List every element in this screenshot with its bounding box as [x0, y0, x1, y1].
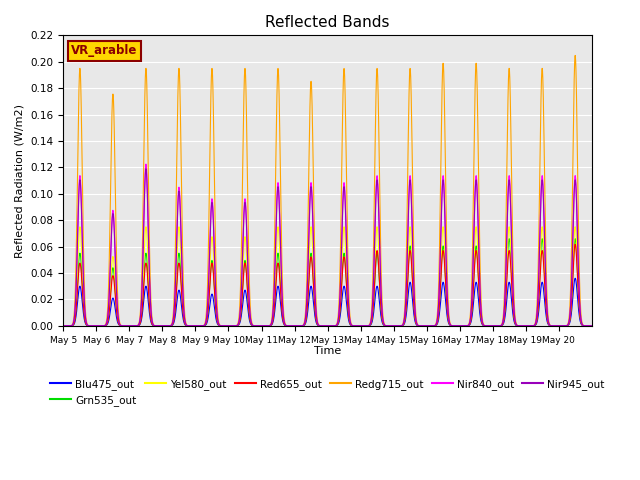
- Yel580_out: [476, 287, 483, 292]
- Blu475_out: [442, 298, 449, 304]
- Nir945_out: [476, 269, 483, 275]
- Red655_out: [168, 323, 175, 328]
- Nir945_out: [396, 323, 403, 329]
- Blu475_out: [476, 305, 483, 311]
- Nir945_out: [582, 323, 589, 329]
- Yel580_out: [508, 254, 515, 260]
- Yel580_out: [396, 323, 403, 329]
- Nir840_out: [142, 161, 150, 167]
- Blu475_out: [60, 323, 67, 329]
- Nir945_out: [168, 322, 175, 328]
- Line: Blu475_out: Blu475_out: [63, 278, 592, 326]
- Yel580_out: [168, 322, 175, 328]
- Line: Red655_out: Red655_out: [63, 244, 592, 326]
- Nir840_out: [476, 268, 483, 274]
- Grn535_out: [476, 290, 483, 296]
- Line: Nir945_out: Nir945_out: [63, 168, 592, 326]
- Yel580_out: [588, 323, 596, 329]
- Blu475_out: [582, 323, 589, 329]
- Redg715_out: [476, 216, 483, 222]
- Blu475_out: [572, 276, 579, 281]
- Yel580_out: [582, 323, 589, 329]
- Red655_out: [442, 280, 449, 286]
- Grn535_out: [60, 323, 67, 329]
- Red655_out: [507, 267, 515, 273]
- Blu475_out: [507, 291, 515, 297]
- Blu475_out: [395, 323, 403, 329]
- Nir945_out: [588, 323, 596, 329]
- Text: VR_arable: VR_arable: [71, 44, 138, 57]
- Nir840_out: [60, 323, 67, 329]
- Grn535_out: [395, 323, 403, 329]
- Nir840_out: [508, 218, 515, 224]
- Legend: Blu475_out, Grn535_out, Yel580_out, Red655_out, Redg715_out, Nir840_out, Nir945_: Blu475_out, Grn535_out, Yel580_out, Red6…: [46, 374, 609, 410]
- Redg715_out: [572, 53, 579, 59]
- Y-axis label: Reflected Radiation (W/m2): Reflected Radiation (W/m2): [15, 104, 25, 258]
- Grn535_out: [582, 323, 589, 329]
- Nir840_out: [582, 323, 589, 329]
- Nir945_out: [60, 323, 67, 329]
- Red655_out: [60, 323, 67, 329]
- Line: Redg715_out: Redg715_out: [63, 56, 592, 326]
- Line: Nir840_out: Nir840_out: [63, 164, 592, 326]
- Line: Grn535_out: Grn535_out: [63, 239, 592, 326]
- Grn535_out: [507, 258, 515, 264]
- Redg715_out: [60, 323, 67, 329]
- Redg715_out: [582, 323, 589, 329]
- Redg715_out: [442, 172, 449, 178]
- Nir840_out: [442, 243, 449, 249]
- Line: Yel580_out: Yel580_out: [63, 227, 592, 326]
- Nir945_out: [508, 221, 515, 227]
- Nir945_out: [442, 245, 449, 251]
- Grn535_out: [442, 277, 449, 283]
- Title: Reflected Bands: Reflected Bands: [266, 15, 390, 30]
- Blu475_out: [588, 323, 596, 329]
- Redg715_out: [395, 323, 403, 329]
- Red655_out: [582, 323, 589, 329]
- Redg715_out: [168, 322, 175, 327]
- Grn535_out: [168, 323, 175, 328]
- Blu475_out: [168, 323, 175, 328]
- Redg715_out: [507, 132, 515, 138]
- Redg715_out: [588, 323, 596, 329]
- Nir945_out: [142, 166, 150, 171]
- Grn535_out: [572, 236, 579, 241]
- Yel580_out: [442, 270, 449, 276]
- Yel580_out: [76, 224, 84, 229]
- X-axis label: Time: Time: [314, 346, 341, 356]
- Nir840_out: [588, 323, 596, 329]
- Grn535_out: [588, 323, 596, 329]
- Red655_out: [572, 241, 579, 247]
- Nir840_out: [168, 322, 175, 328]
- Nir840_out: [396, 323, 403, 329]
- Red655_out: [476, 292, 483, 298]
- Red655_out: [588, 323, 596, 329]
- Red655_out: [395, 323, 403, 329]
- Yel580_out: [60, 323, 67, 329]
